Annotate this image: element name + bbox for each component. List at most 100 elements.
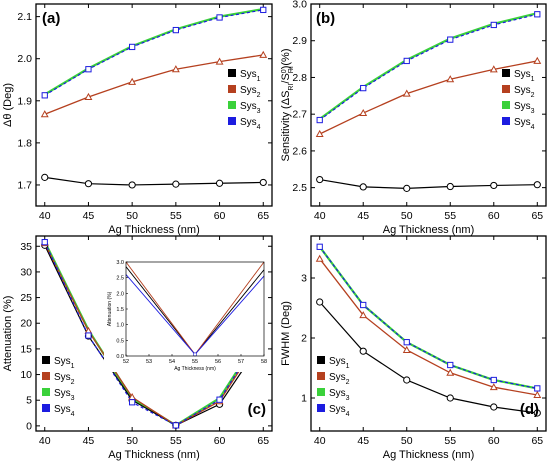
legend-label-subscript: 2: [71, 379, 75, 386]
legend-label-sys3: Sys3: [240, 101, 261, 115]
legend-swatch-sys3: [502, 101, 510, 109]
legend-swatch-sys4: [42, 404, 50, 412]
legend-swatch-sys1: [228, 69, 236, 77]
data-point-sys1: [490, 181, 498, 190]
legend-label-subscript: 3: [71, 395, 75, 402]
data-point-sys2: [489, 65, 498, 73]
legend-swatch-sys2: [317, 372, 325, 380]
panel-a: 40 45 50 55 60 65 1.7 1.8 1.9 2.0 2.1 Ag Thickness …: [2, 3, 273, 236]
legend-label-subscript: 1: [531, 76, 535, 83]
inset-x-tick-label: 55: [192, 359, 198, 365]
y-tick-label: 3: [301, 273, 307, 285]
data-point-sys1: [172, 180, 180, 188]
data-point-sys2: [446, 75, 455, 83]
inset-y-tick-label: 3.0: [116, 260, 124, 266]
data-point-sys1: [446, 182, 454, 191]
y-tick-label: 1.7: [17, 179, 32, 191]
data-point-sys2: [533, 56, 542, 64]
data-point-sys1: [403, 376, 411, 384]
plot-frame: [310, 3, 547, 207]
x-tick-label: 50: [401, 210, 413, 222]
legend-label-text: Sys: [329, 404, 346, 415]
y-tick-label: 0: [26, 420, 32, 432]
x-tick-label: 40: [314, 210, 326, 222]
data-point-sys2: [402, 345, 411, 353]
legend-swatch-sys2: [228, 85, 236, 93]
legend-label-text: Sys: [329, 372, 346, 383]
data-point-sys4: [403, 339, 410, 346]
legend-swatch-sys2: [42, 372, 50, 380]
legend-label-subscript: 1: [346, 363, 350, 370]
x-tick-label: 65: [531, 210, 543, 222]
legend-label-sys1: Sys1: [514, 69, 535, 83]
inset-x-tick-label: 53: [146, 359, 152, 365]
inset-x-axis-label: Ag Thickness (nm): [174, 366, 216, 372]
y-axis-label-part: RI: [288, 66, 295, 73]
x-tick-label: 50: [401, 435, 413, 447]
x-tick-label: 60: [488, 210, 500, 222]
series-line-sys3: [319, 12, 538, 120]
series-line-sys1: [319, 301, 538, 414]
data-point-sys2: [40, 110, 49, 118]
legend-label-text: Sys: [240, 85, 257, 96]
data-point-sys2: [533, 390, 542, 398]
y-axis-label-part: RI: [288, 84, 295, 91]
data-point-sys4: [41, 239, 48, 246]
legend-label-subscript: 4: [346, 411, 350, 418]
inset-y-axis-label: Attenuation (%): [107, 291, 113, 326]
panel-b: 40 45 50 55 60 652.52.62.72.82.93.0Ag Thickne…: [280, 0, 547, 236]
data-point-sys4: [360, 301, 367, 309]
y-tick-label: 1.9: [17, 95, 32, 107]
legend-label-sys4: Sys4: [240, 117, 261, 131]
x-tick-label: 60: [214, 210, 226, 222]
data-point-sys1: [41, 173, 49, 181]
legend-label-sys1: Sys1: [329, 356, 350, 370]
legend-label-sys3: Sys3: [514, 101, 535, 115]
series-line-sys4: [319, 13, 538, 121]
x-tick-label: 65: [257, 435, 269, 447]
data-point-sys1: [403, 184, 411, 192]
legend-label-text: Sys: [514, 117, 531, 128]
y-tick-label: 25: [20, 292, 32, 304]
legend-label-text: Sys: [240, 117, 257, 128]
panel-d: 40 45 50 55 60 65 1 2 3 Ag Thickness (nm) FWHM (De…: [280, 235, 547, 461]
legend-swatch-sys4: [317, 404, 325, 412]
y-axis-label-part: /S: [280, 73, 292, 83]
data-point-sys4: [260, 6, 267, 14]
y-tick-label: 2.1: [17, 11, 32, 23]
legend-swatch-sys1: [502, 69, 510, 77]
series-line-sys3: [318, 246, 538, 390]
x-tick-label: 65: [257, 210, 269, 222]
y-axis-label-part: )(%): [280, 48, 292, 69]
legend-label-sys4: Sys4: [54, 404, 75, 418]
data-point-sys4: [490, 376, 497, 384]
legend-label-text: Sys: [329, 388, 346, 399]
panel-c: 40 45 50 55 60 65 0 5 10 15 20 25 30 35 Ag Thickness (…: [2, 235, 273, 461]
legend-label-text: Sys: [240, 101, 257, 112]
data-point-sys2: [171, 65, 180, 73]
data-point-sys4: [447, 361, 454, 369]
y-tick-label: 2.9: [292, 35, 307, 47]
data-point-sys4: [129, 43, 136, 51]
data-point-sys2: [215, 57, 224, 65]
inset-x-tick-label: 54: [169, 359, 175, 365]
data-point-sys2: [315, 129, 324, 137]
x-tick-label: 60: [488, 435, 500, 447]
plot-frame: [35, 235, 273, 432]
data-point-sys4: [490, 21, 497, 29]
legend-label-subscript: 3: [531, 108, 535, 115]
data-point-sys1: [446, 394, 454, 402]
legend-swatch-sys2: [502, 85, 510, 93]
data-point-sys4: [129, 399, 136, 406]
inset-min-point: [193, 352, 197, 357]
series-line-sys4: [44, 9, 264, 96]
data-point-sys2: [315, 254, 324, 262]
data-point-sys4: [447, 36, 454, 43]
x-tick-label: 40: [39, 210, 51, 222]
data-point-sys2: [259, 50, 268, 58]
data-point-sys4: [403, 57, 410, 65]
data-point-sys1: [359, 347, 367, 355]
